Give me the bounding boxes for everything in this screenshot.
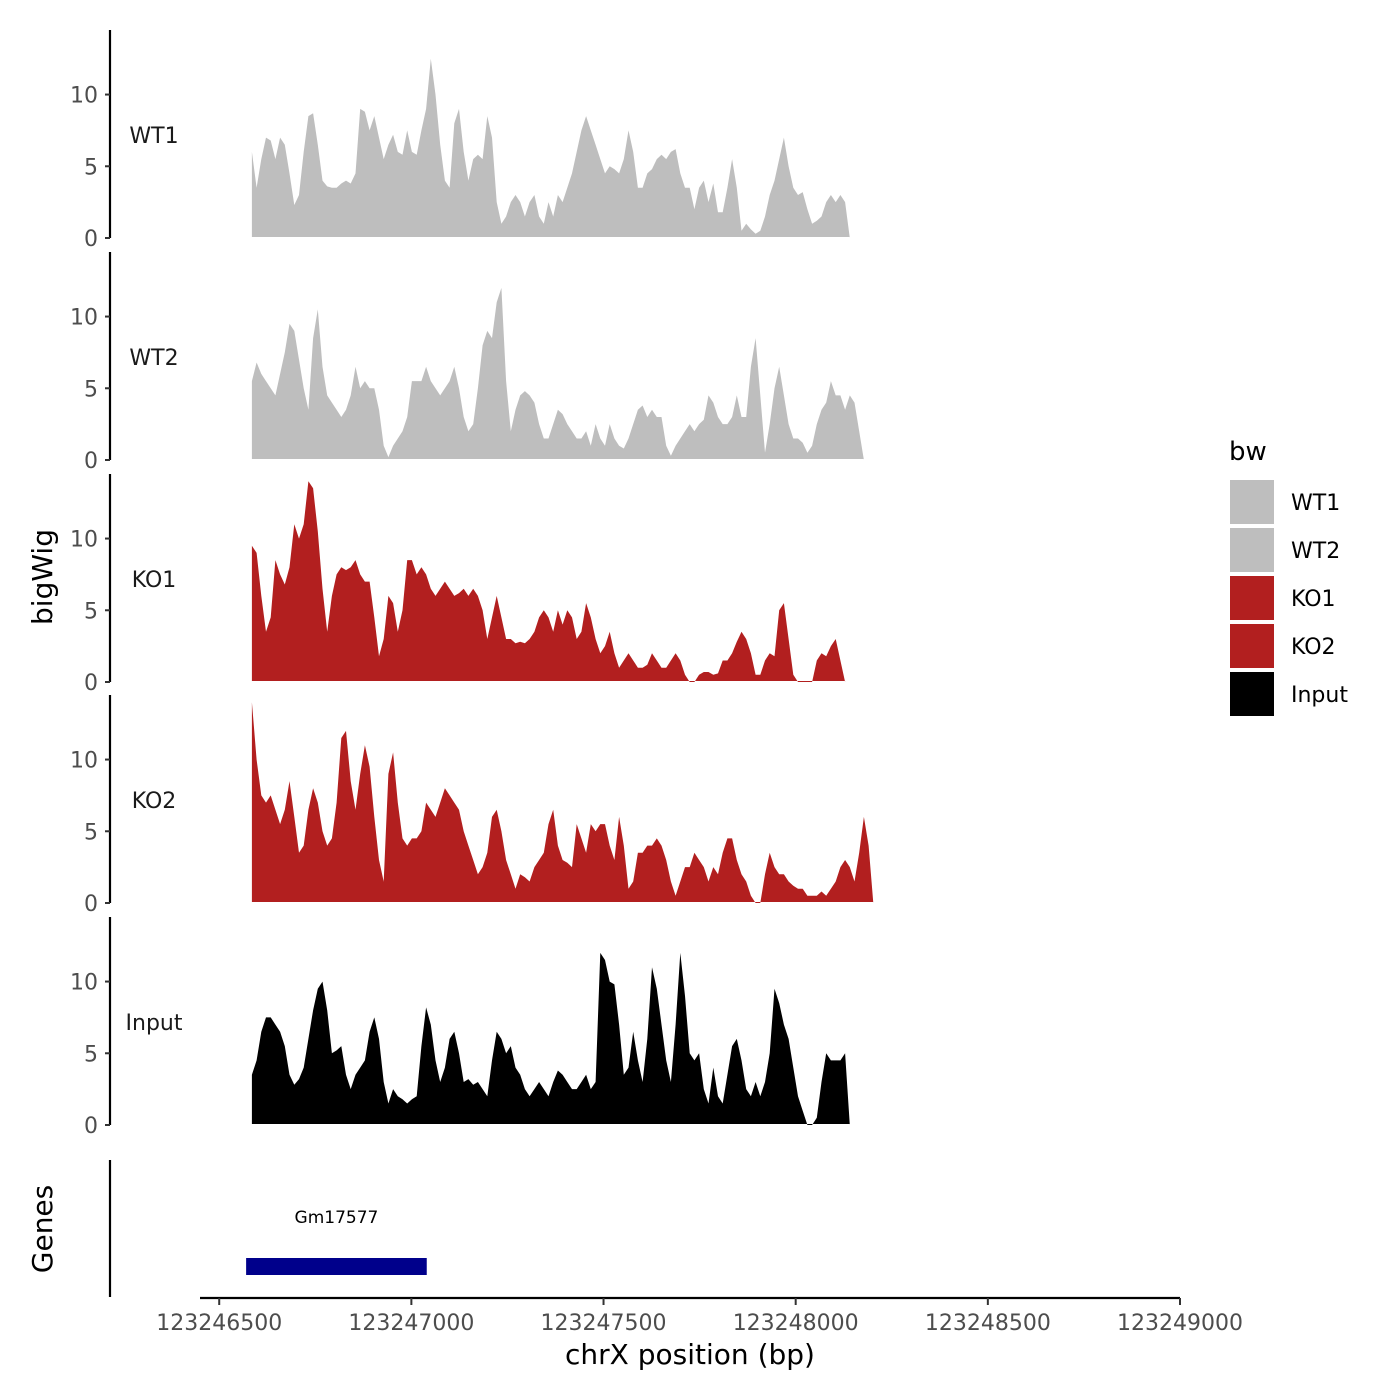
y-tick-label: 0	[84, 449, 98, 474]
legend-swatch	[1230, 576, 1274, 620]
y-tick-label: 10	[70, 749, 98, 774]
legend-title: bw	[1229, 437, 1267, 467]
y-tick-label: 10	[70, 306, 98, 331]
area-wt1	[251, 58, 850, 239]
x-tick-label: 123249000	[1117, 1311, 1243, 1336]
x-axis-title: chrX position (bp)	[565, 1338, 815, 1371]
track-input: 0 5 10 Input	[70, 917, 850, 1139]
track-ko1: 0 5 10 KO1	[70, 474, 846, 696]
x-tick-label: 123248500	[925, 1311, 1051, 1336]
legend-label: WT2	[1291, 539, 1340, 564]
gene-bar	[246, 1258, 427, 1275]
area-input	[251, 952, 850, 1125]
x-tick-label: 123247000	[348, 1311, 474, 1336]
y-tick-label: 5	[84, 155, 98, 180]
y-tick-label: 5	[84, 820, 98, 845]
track-label: Input	[126, 1011, 183, 1036]
track-label: KO1	[132, 568, 177, 593]
y-tick-label: 10	[70, 84, 98, 109]
y-tick-label: 5	[84, 377, 98, 402]
legend-swatch	[1230, 624, 1274, 668]
x-axis: 123246500 123247000 123247500 123248000 1232…	[156, 1296, 1243, 1336]
area-ko2	[251, 702, 874, 903]
track-wt2: 0 5 10 WT2	[70, 252, 864, 474]
track-label: WT2	[129, 346, 178, 371]
track-label: KO2	[132, 789, 177, 814]
area-wt2	[251, 287, 864, 460]
y-tick-label: 5	[84, 1042, 98, 1067]
y-tick-label: 0	[84, 671, 98, 696]
x-tick-label: 123247500	[541, 1311, 667, 1336]
y-tick-label: 5	[84, 599, 98, 624]
y-tick-label: 10	[70, 528, 98, 553]
track-ko2: 0 5 10 KO2	[70, 695, 874, 917]
legend: bw WT1 WT2 KO1 KO2 Input	[1229, 437, 1348, 716]
legend-swatch	[1230, 480, 1274, 524]
genes-panel: Gm17577	[108, 1160, 427, 1297]
legend-label: KO2	[1291, 635, 1336, 660]
track-wt1: 0 5 10 WT1	[70, 30, 850, 252]
y-tick-label: 10	[70, 971, 98, 996]
y-tick-label: 0	[84, 892, 98, 917]
tracks-panel: 0 5 10 WT1 0 5 10 WT2 0 5 10 KO1 0 5 10 KO2 0 5 10 Input	[70, 30, 874, 1139]
legend-label: KO1	[1291, 587, 1336, 612]
legend-label: WT1	[1291, 491, 1340, 516]
y-tick-label: 0	[84, 227, 98, 252]
y-axis-title: bigWig	[26, 529, 59, 625]
legend-swatch	[1230, 528, 1274, 572]
track-label: WT1	[129, 124, 178, 149]
area-ko1	[251, 481, 846, 682]
genes-axis-title: Genes	[26, 1185, 59, 1273]
legend-swatch	[1230, 672, 1274, 716]
legend-label: Input	[1291, 683, 1348, 708]
x-tick-label: 123248000	[733, 1311, 859, 1336]
y-tick-label: 0	[84, 1114, 98, 1139]
x-tick-label: 123246500	[156, 1311, 282, 1336]
gene-label: Gm17577	[295, 1208, 379, 1228]
